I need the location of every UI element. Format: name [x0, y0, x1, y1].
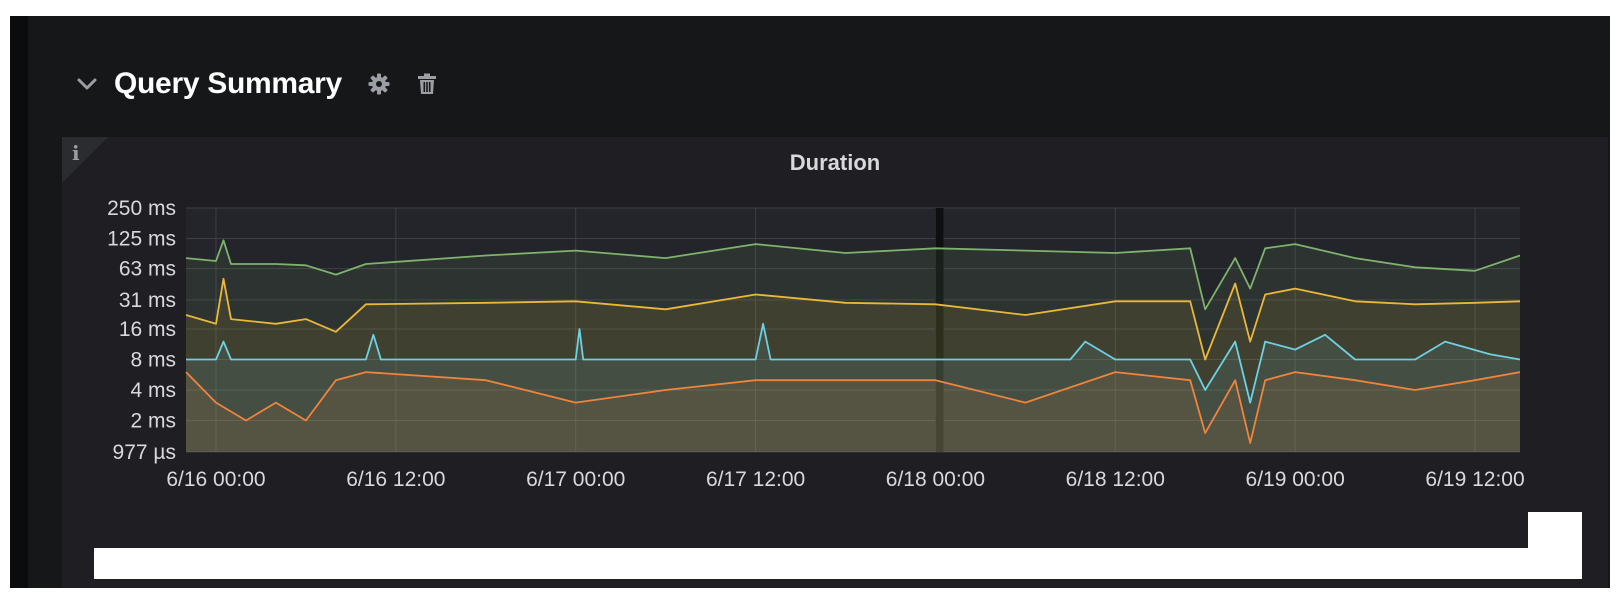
x-tick-label: 6/19 00:00	[1246, 468, 1345, 491]
gear-icon[interactable]	[368, 73, 390, 95]
legend-backdrop	[94, 512, 1528, 548]
series-95-line	[186, 322, 1521, 404]
y-axis: 977 µs 2 ms 4 ms 8 ms 16 ms 31 ms 63 ms 125 ms 2…	[107, 197, 176, 464]
series-80-area	[186, 372, 1520, 452]
x-tick-label: 6/18 12:00	[1066, 468, 1165, 491]
y-tick-label: 250 ms	[107, 197, 176, 220]
y-tick-label: 63 ms	[119, 258, 176, 281]
panel-info-corner	[62, 137, 108, 183]
series-95-area	[186, 323, 1520, 452]
x-tick-label: 6/16 00:00	[166, 468, 265, 491]
sidebar-strip	[10, 16, 28, 588]
data-gap	[935, 208, 944, 452]
chart-lines	[185, 239, 1521, 444]
chart-gap	[935, 208, 944, 452]
x-axis: 6/16 00:00 6/16 12:00 6/17 00:00 6/17 12:00…	[166, 468, 1524, 491]
x-tick-label: 6/19 12:00	[1425, 468, 1524, 491]
y-tick-label: 977 µs	[113, 441, 176, 464]
y-tick-label: 16 ms	[119, 318, 176, 341]
plot-area	[186, 208, 1520, 452]
y-tick-label: 8 ms	[130, 348, 176, 371]
series-999-area	[186, 240, 1520, 452]
series-999-line	[185, 239, 1521, 311]
row-title[interactable]: Query Summary	[114, 67, 342, 100]
series-99-area	[186, 278, 1520, 452]
y-tick-label: 2 ms	[130, 409, 176, 432]
y-tick-label: 4 ms	[130, 379, 176, 402]
trash-icon[interactable]	[416, 73, 438, 95]
x-tick-label: 6/16 12:00	[346, 468, 445, 491]
x-tick-label: 6/17 00:00	[526, 468, 625, 491]
x-tick-label: 6/18 00:00	[886, 468, 985, 491]
chevron-down-icon[interactable]	[76, 73, 98, 95]
y-tick-label: 31 ms	[119, 289, 176, 312]
series-80-line	[185, 371, 1521, 444]
y-tick-label: 125 ms	[107, 228, 176, 251]
x-tick-label: 6/17 12:00	[706, 468, 805, 491]
chart-grid	[186, 207, 1520, 453]
series-99-line	[185, 277, 1521, 361]
row-header: Query Summary	[76, 62, 438, 106]
info-icon[interactable]: i	[72, 141, 80, 165]
panel-title[interactable]: Duration	[789, 150, 881, 175]
chart-areas	[186, 240, 1520, 452]
